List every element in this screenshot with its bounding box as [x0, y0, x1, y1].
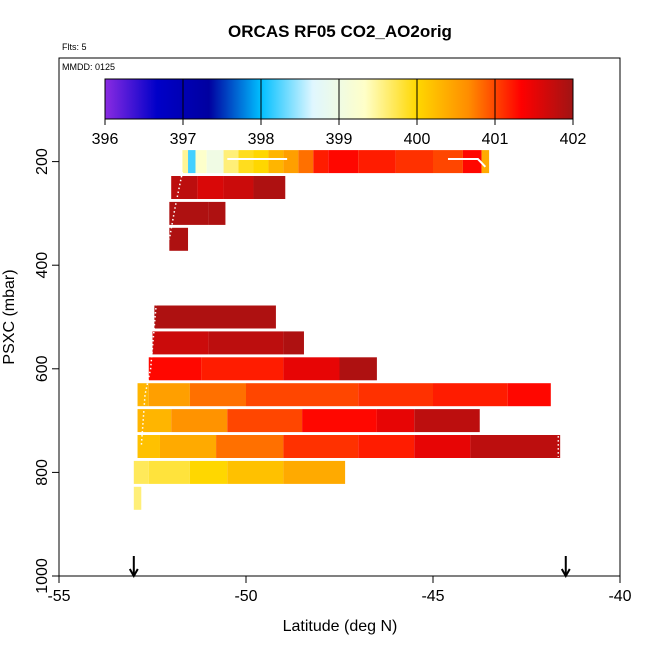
- heatmap-cell: [433, 150, 463, 174]
- heatmap-cell: [223, 176, 254, 199]
- x-axis-label: Latitude (deg N): [283, 618, 398, 635]
- date-note: MMDD: 0125: [62, 62, 115, 72]
- heatmap-cell: [395, 150, 433, 174]
- heatmap-cell: [171, 409, 228, 433]
- heatmap-cell: [358, 435, 415, 458]
- heatmap-cell: [148, 383, 190, 407]
- colorbar-tick-label: 401: [482, 131, 509, 148]
- colorbar-tick-label: 400: [404, 131, 431, 148]
- heatmap-cell: [152, 331, 209, 355]
- flights-note: Flts: 5: [62, 42, 87, 52]
- colorbar-tick-label: 397: [170, 131, 197, 148]
- heatmap-cell: [414, 409, 480, 433]
- x-tick-label: -45: [421, 588, 444, 605]
- x-tick-label: -50: [234, 588, 257, 605]
- track-line: [447, 158, 487, 168]
- down-arrow-icon: [128, 556, 139, 579]
- heatmap-cell: [246, 383, 359, 407]
- arrow-head: [128, 568, 139, 579]
- heatmap-cell: [328, 150, 359, 174]
- y-axis: 200 400 600 800 1000: [34, 148, 59, 594]
- heatmap-cell: [148, 357, 202, 381]
- heatmap-cell: [481, 150, 490, 174]
- heatmap-cell: [238, 150, 254, 174]
- y-tick-label: 800: [34, 459, 51, 486]
- heatmap-cell: [358, 150, 396, 174]
- flight-markers: [128, 556, 571, 579]
- heatmap-cell: [227, 460, 284, 484]
- heatmap-cells: [133, 150, 561, 510]
- heatmap-cell: [283, 150, 299, 174]
- colorbar-tick-label: 396: [92, 131, 119, 148]
- heatmap-cell: [208, 201, 226, 225]
- y-tick-label: 600: [34, 355, 51, 382]
- track-line: [140, 303, 157, 447]
- heatmap-cell: [298, 150, 314, 174]
- y-tick-label: 400: [34, 252, 51, 279]
- heatmap-cell: [283, 357, 340, 381]
- flight-track: [140, 158, 560, 457]
- colorbar-tick-label: 399: [326, 131, 353, 148]
- heatmap-cell: [253, 176, 286, 199]
- heatmap-cell: [302, 409, 377, 433]
- colorbar-tick-label: 398: [248, 131, 275, 148]
- heatmap-cell: [433, 383, 508, 407]
- x-axis: -55 -50 -45 -40: [47, 576, 632, 605]
- heatmap-cell: [208, 331, 284, 355]
- heatmap-cell: [197, 176, 224, 199]
- heatmap-cell: [171, 176, 198, 199]
- heatmap-cell: [462, 150, 482, 174]
- heatmap-cell: [414, 435, 471, 458]
- heatmap-cell: [159, 435, 217, 458]
- heatmap-cell: [268, 150, 284, 174]
- y-tick-label: 1000: [34, 558, 51, 594]
- heatmap-cell: [137, 435, 160, 458]
- heatmap-cell: [169, 201, 209, 225]
- heatmap-cell: [206, 150, 224, 174]
- track-line: [168, 171, 184, 240]
- chart-title: ORCAS RF05 CO2_AO2orig: [228, 22, 452, 41]
- heatmap-cell: [188, 150, 196, 174]
- heatmap-cell: [189, 383, 246, 407]
- heatmap-cell: [253, 150, 269, 174]
- heatmap-cell: [283, 331, 304, 355]
- heatmap-cell: [470, 435, 561, 458]
- down-arrow-icon: [560, 556, 571, 579]
- colorbar: 396 397 398 399 400 401 402: [92, 78, 587, 148]
- heatmap-cell: [137, 383, 149, 407]
- heatmap-cell: [201, 357, 284, 381]
- colorbar-tick-label: 402: [560, 131, 587, 148]
- heatmap-cell: [283, 435, 359, 458]
- heatmap-cell: [283, 460, 346, 484]
- heatmap-cell: [154, 305, 276, 329]
- plot-frame: [58, 57, 621, 577]
- y-axis-label: PSXC (mbar): [1, 269, 18, 364]
- heatmap-cell: [133, 486, 142, 510]
- heatmap-cell: [216, 435, 284, 458]
- heatmap-cell: [169, 227, 189, 251]
- heatmap-cell: [133, 460, 149, 484]
- heatmap-cell: [223, 150, 239, 174]
- arrow-head: [560, 568, 571, 579]
- heatmap-cell: [376, 409, 415, 433]
- heatmap-cell: [148, 460, 190, 484]
- heatmap-cell: [137, 409, 172, 433]
- heatmap-cell: [227, 409, 303, 433]
- heatmap-cell: [189, 460, 228, 484]
- x-tick-label: -40: [608, 588, 631, 605]
- heatmap-cell: [339, 357, 377, 381]
- x-tick-label: -55: [47, 588, 70, 605]
- heatmap-cell: [358, 383, 433, 407]
- heatmap-cell: [507, 383, 551, 407]
- heatmap-cell: [195, 150, 207, 174]
- y-tick-label: 200: [34, 148, 51, 175]
- heatmap-cell: [182, 150, 189, 174]
- heatmap-cell: [313, 150, 329, 174]
